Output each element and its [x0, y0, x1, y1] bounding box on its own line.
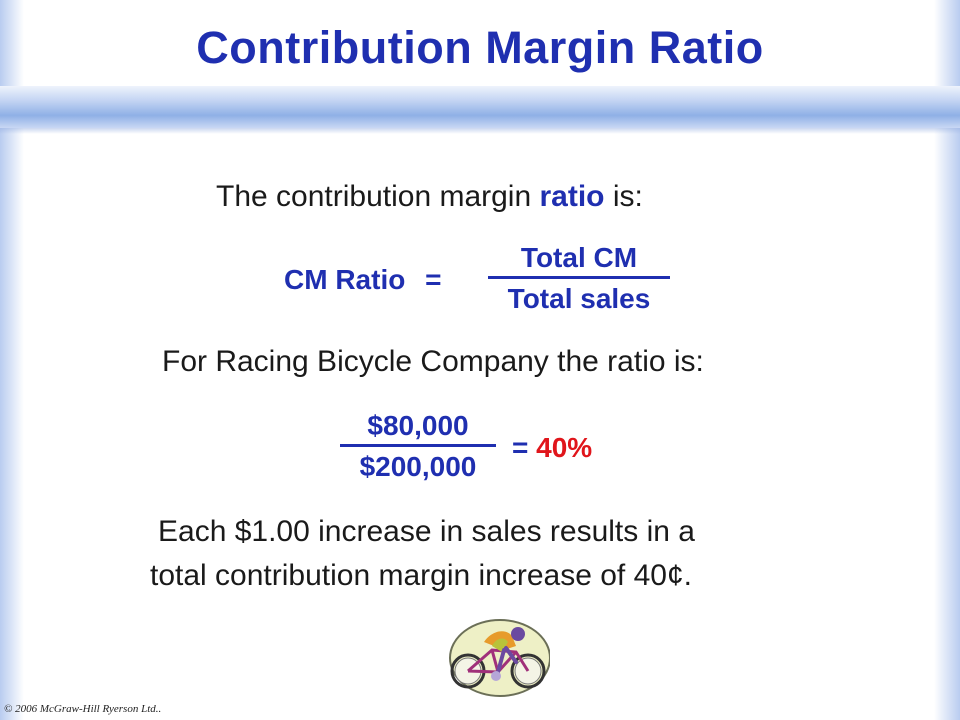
- example-result: = 40%: [512, 432, 592, 464]
- fraction-denominator: Total sales: [507, 283, 651, 314]
- example-denominator: $200,000: [359, 451, 477, 482]
- copyright-text: © 2006 McGraw-Hill Ryerson Ltd..: [4, 703, 162, 715]
- cyclist-icon: [449, 619, 550, 697]
- conclusion-line-1: Each $1.00 increase in sales results in …: [158, 515, 695, 548]
- cm-ratio-label: CM Ratio =: [284, 264, 441, 296]
- example-result-value: 40%: [536, 432, 593, 463]
- intro-emphasis: ratio: [539, 180, 605, 213]
- conclusion-line-2: total contribution margin increase of 40…: [150, 559, 692, 592]
- slide-title: Contribution Margin Ratio: [196, 22, 764, 73]
- header-band: [0, 86, 960, 134]
- example-numerator: $80,000: [367, 410, 469, 441]
- cm-ratio-label-text: CM Ratio: [284, 264, 406, 295]
- fraction-bar: [488, 276, 670, 279]
- example-intro-text: For Racing Bicycle Company the ratio is:: [162, 345, 704, 378]
- fraction-numerator: Total CM: [520, 242, 638, 273]
- cm-ratio-equals: =: [425, 264, 442, 295]
- intro-suffix: is:: [604, 180, 643, 213]
- example-equals: =: [512, 432, 529, 463]
- intro-prefix: The contribution margin: [216, 180, 540, 213]
- example-fraction-bar: [340, 444, 496, 447]
- intro-text: The contribution margin ratio is:: [216, 180, 643, 214]
- example-fraction: $80,000 $200,000: [340, 410, 496, 483]
- cm-ratio-fraction: Total CM Total sales: [488, 242, 670, 315]
